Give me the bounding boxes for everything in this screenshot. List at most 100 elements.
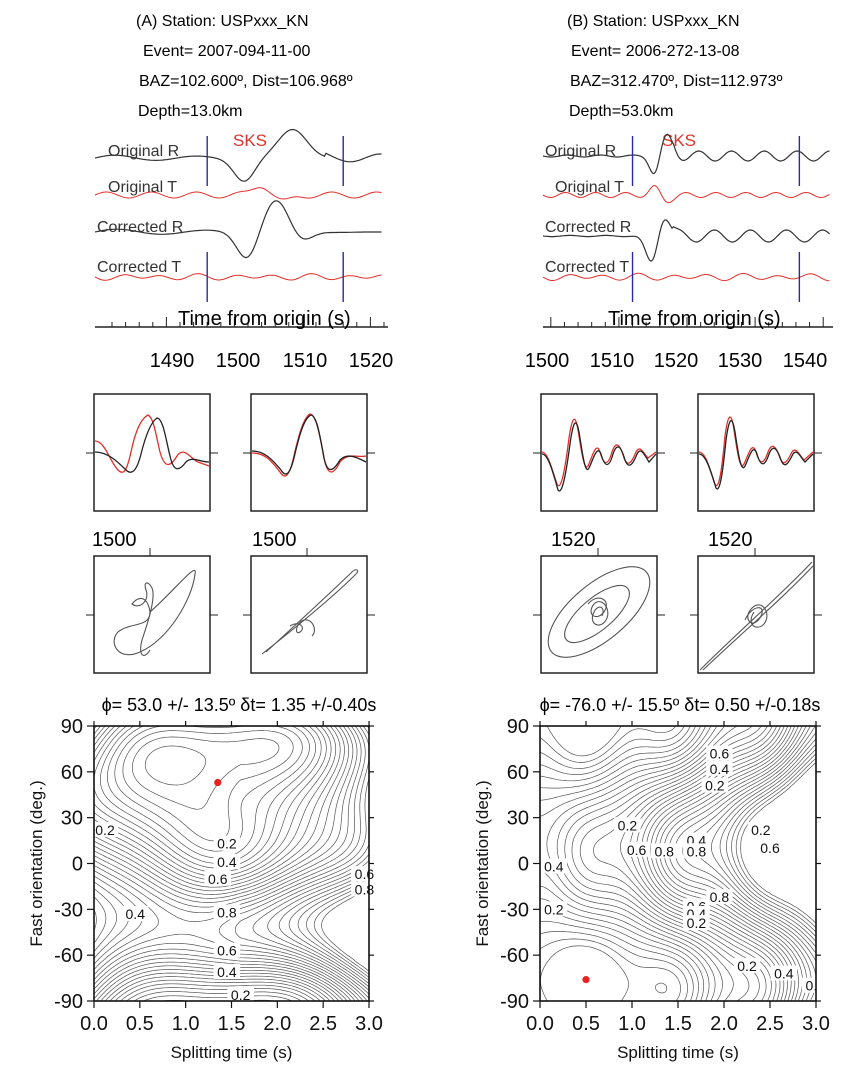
analysis-window-markers: [206, 136, 344, 302]
baz-dist-label: BAZ=312.470º, Dist=112.973º: [570, 73, 783, 90]
particle-motion-curve: [699, 561, 813, 671]
misfit-contour-plot: 0.60.40.20.20.20.60.40.80.80.60.40.80.60…: [473, 716, 830, 1062]
y-tick-label: 30: [61, 808, 83, 830]
contour-label: 0.: [806, 978, 818, 994]
contour-line: [114, 725, 303, 1002]
contour-label-bg: [213, 942, 241, 958]
x-tick-label: 0.5: [126, 1013, 154, 1035]
contour-label: 0.4: [710, 761, 730, 777]
particle-motion-curve: [113, 569, 196, 656]
y-tick-label: 0: [518, 854, 529, 876]
x-tick-label: 2.0: [710, 1013, 738, 1035]
trace-label-corrected-t: Corrected T: [97, 259, 181, 276]
contour-line: [539, 725, 716, 1002]
time-tick-label: 1530: [718, 350, 763, 372]
contour-line: [556, 725, 734, 1002]
contour-line: [539, 725, 681, 1002]
contour-label: 0.6: [217, 943, 237, 959]
panel-b: (B) Station: USPxxx_KN Event= 2006-272-1…: [473, 13, 833, 1062]
analysis-window-markers: [631, 136, 801, 302]
contour-label-bg: [623, 841, 650, 857]
time-tick-label: 1520: [349, 350, 394, 372]
particle-motion-curve: [131, 582, 154, 656]
red-trace: [698, 416, 814, 487]
depth-label: Depth=13.0km: [138, 103, 243, 120]
contour-line: [682, 725, 817, 1002]
small-plot-tick-label: 1520: [708, 529, 753, 551]
contour-label-bg: [351, 866, 378, 882]
time-axis-ticks: [111, 317, 385, 327]
black-trace: [541, 422, 657, 492]
contour-label-bg: [213, 904, 241, 920]
x-axis-label: Splitting time (s): [171, 1043, 293, 1062]
contour-label: 0.2: [544, 901, 564, 917]
contour-line: [731, 753, 817, 933]
y-tick-label: 60: [61, 762, 83, 784]
small-plot-tick-label: 1500: [92, 529, 137, 551]
trace-label-original-t: Original T: [555, 179, 624, 196]
x-tick-label: 0.5: [572, 1013, 600, 1035]
contour-label: 0.8: [687, 843, 707, 859]
sks-phase-label: SKS: [662, 131, 696, 150]
contour-label-bg: [701, 777, 729, 793]
contour-label: 0.6: [208, 871, 228, 887]
contour-label: 0.8: [355, 881, 375, 897]
y-tick-label: -30: [500, 899, 529, 921]
contour-line: [674, 725, 817, 1002]
contour-label-bg: [540, 858, 568, 874]
contour-label-bg: [227, 986, 254, 1002]
red-trace: [541, 418, 657, 487]
plot-frame: [93, 555, 211, 674]
contour-line: [144, 745, 207, 786]
waveform-comparison-corrected: [243, 393, 375, 512]
y-axis-label: Fast orientation (deg.): [27, 780, 46, 946]
contour-line: [93, 725, 354, 1002]
contour-label: 0.4: [544, 859, 564, 875]
contour-label: 0.2: [705, 778, 725, 794]
original-t-trace: [542, 184, 830, 204]
y-tick-label: -90: [54, 991, 83, 1013]
original-t-trace: [94, 187, 382, 200]
contour-label: 0.2: [687, 915, 707, 931]
x-tick-label: 1.0: [618, 1013, 646, 1035]
trace-label-corrected-r: Corrected R: [97, 219, 183, 236]
contour-line: [539, 725, 688, 1002]
x-tick-label: 3.0: [355, 1013, 383, 1035]
original-r-trace: [94, 128, 382, 182]
contour-label: 0.4: [217, 964, 237, 980]
contour-label: 0.4: [774, 966, 794, 982]
contour-label: 0.6: [355, 866, 375, 882]
contour-line: [629, 725, 781, 1002]
x-tick-label: 1.0: [172, 1013, 200, 1035]
contour-label-bg: [213, 853, 241, 869]
contour-line: [93, 725, 337, 1002]
contour-label-bg: [204, 870, 231, 886]
trace-label-original-r: Original R: [108, 143, 179, 160]
waveform-comparison-original: [86, 393, 218, 512]
y-tick-label: -60: [54, 945, 83, 967]
contour-label-bg: [614, 817, 641, 833]
contour-label: 0.2: [231, 987, 251, 1003]
contour-label: 0.2: [737, 958, 757, 974]
misfit-contour-plot: 0.20.20.40.60.4 0.80.60.40.20.60.89060300…: [27, 716, 383, 1062]
contour-label-bg: [540, 901, 568, 917]
original-r-trace: [542, 133, 830, 175]
plot-frame: [93, 393, 211, 512]
contour-label-bg: [683, 843, 710, 859]
contour-label: 0.6: [760, 840, 780, 856]
time-tick-label: 1510: [590, 350, 635, 372]
contour-label-bg: [650, 843, 678, 859]
contour-label-bg: [683, 915, 710, 931]
trace-label-corrected-t: Corrected T: [545, 259, 629, 276]
contour-line: [122, 730, 294, 842]
waveform-comparison-original: [533, 393, 665, 512]
contour-line: [93, 725, 370, 1002]
y-tick-label: -30: [54, 899, 83, 921]
contour-label: 0.8: [710, 889, 730, 905]
time-tick-label: 1510: [283, 350, 328, 372]
y-tick-label: 0: [72, 854, 83, 876]
y-tick-label: 60: [507, 762, 529, 784]
y-tick-label: -90: [500, 991, 529, 1013]
contour-line: [539, 725, 705, 1002]
splitting-result-title: ϕ= 53.0 +/- 13.5º δt= 1.35 +/-0.40s: [102, 695, 377, 715]
